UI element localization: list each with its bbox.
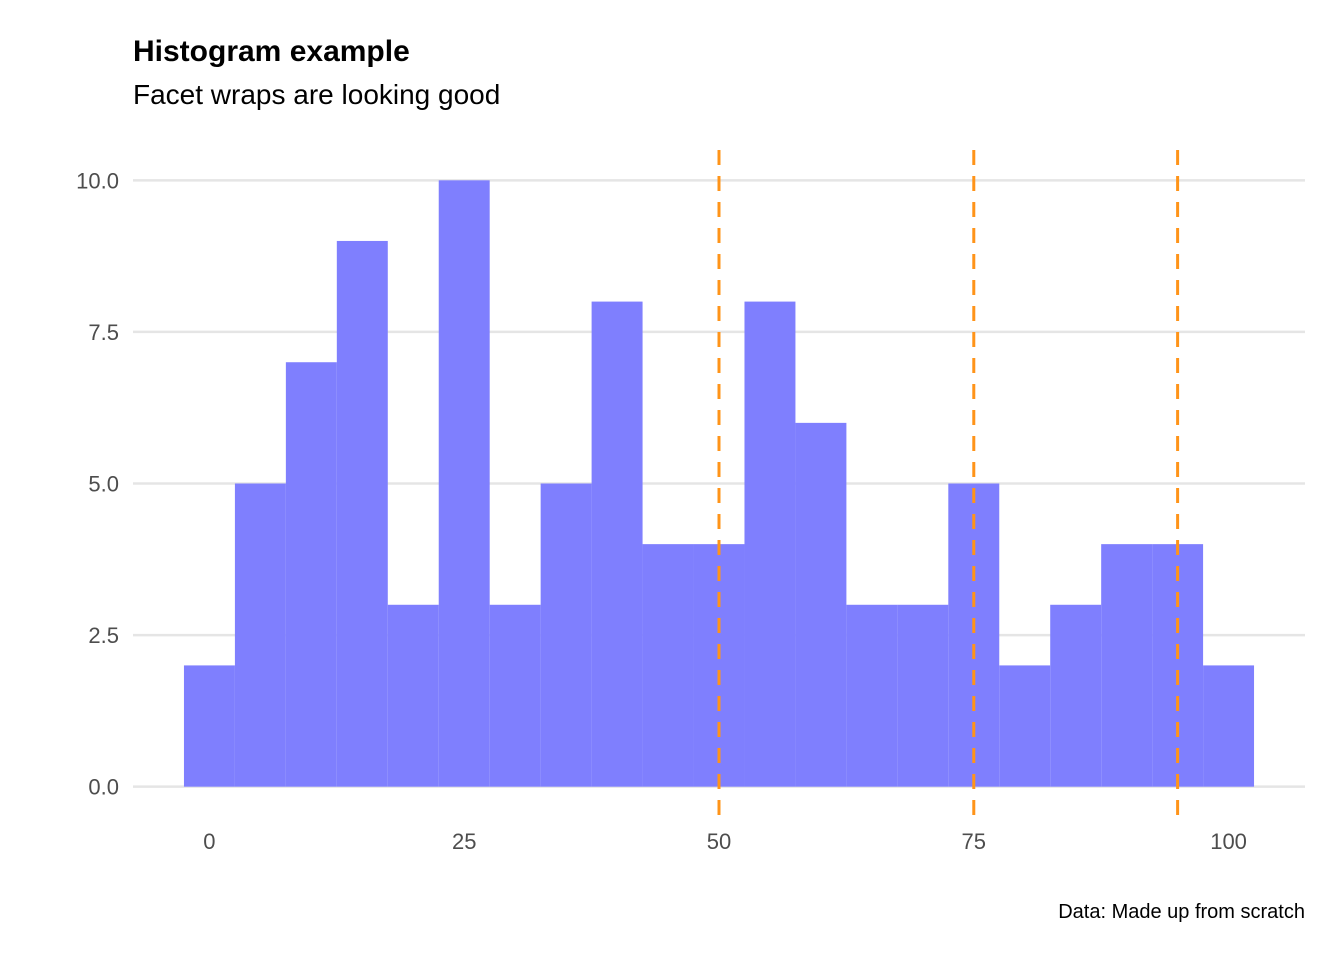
chart-title: Histogram example (133, 35, 410, 68)
y-tick-label: 2.5 (88, 623, 119, 648)
histogram-bar (540, 483, 592, 787)
chart-caption: Data: Made up from scratch (1058, 901, 1305, 923)
histogram-bar (285, 362, 337, 787)
histogram-bar (489, 604, 541, 787)
histogram-bar (897, 604, 949, 787)
histogram-bars (183, 180, 1255, 787)
histogram-bar (795, 422, 847, 787)
x-tick-label: 25 (452, 829, 476, 854)
histogram-bar (336, 240, 388, 787)
histogram-bar (744, 301, 796, 787)
y-tick-label: 5.0 (88, 472, 119, 497)
histogram-bar (642, 544, 694, 787)
x-tick-label: 50 (707, 829, 731, 854)
histogram-bar (1101, 544, 1153, 787)
histogram-bar (999, 665, 1051, 787)
histogram-bar (234, 483, 286, 787)
histogram-bar (1050, 604, 1102, 787)
y-axis-tick-labels: 0.0 2.5 5.0 7.5 10.0 (76, 168, 119, 799)
histogram-bar (1152, 544, 1204, 787)
y-tick-label: 7.5 (88, 320, 119, 345)
y-tick-label: 0.0 (88, 775, 119, 800)
x-tick-label: 100 (1210, 829, 1247, 854)
x-tick-label: 0 (203, 829, 215, 854)
histogram-bar (183, 665, 235, 787)
y-tick-label: 10.0 (76, 168, 119, 193)
chart-subtitle: Facet wraps are looking good (133, 79, 500, 110)
reference-lines (717, 150, 1180, 819)
histogram-bar (1203, 665, 1255, 787)
histogram-bar (846, 604, 898, 787)
x-tick-label: 75 (962, 829, 986, 854)
histogram-bar (591, 301, 643, 787)
histogram-bar (387, 604, 439, 787)
x-axis-tick-labels: 0 25 50 75 100 (203, 829, 1247, 854)
histogram-bar (693, 544, 745, 787)
histogram-bar (438, 180, 490, 787)
